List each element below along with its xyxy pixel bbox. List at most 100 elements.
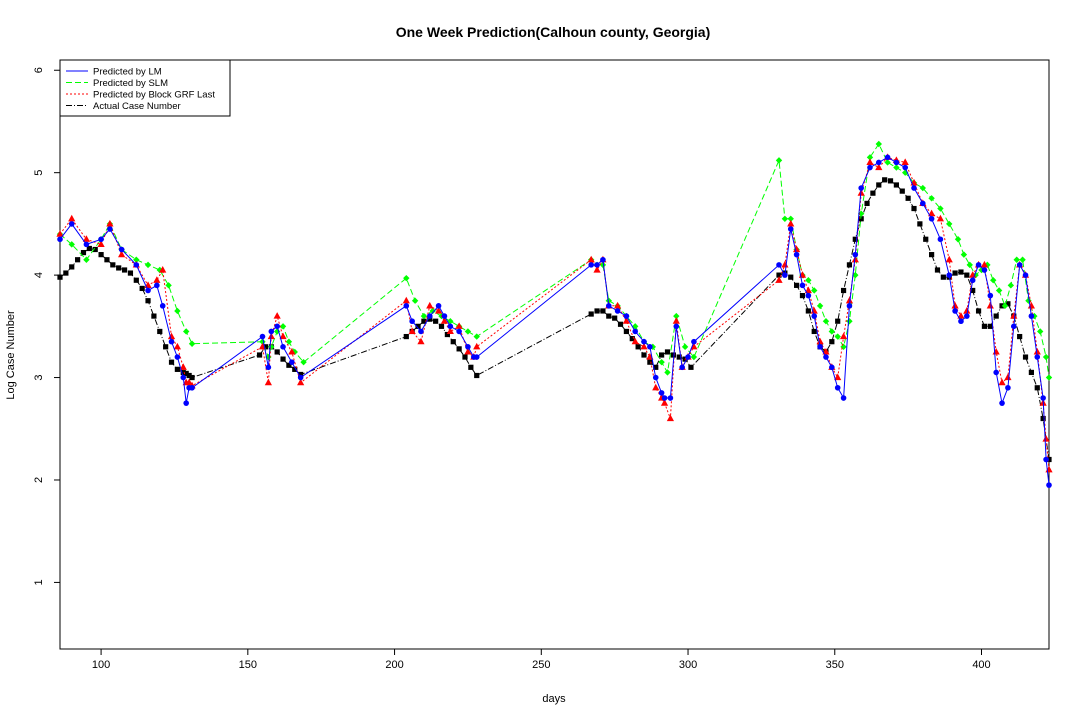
data-point: [259, 333, 266, 340]
data-point: [600, 256, 606, 263]
data-point: [1036, 328, 1044, 335]
data-point: [911, 185, 917, 191]
data-point: [174, 366, 180, 372]
data-point: [279, 323, 287, 330]
data-point: [688, 364, 694, 370]
data-point: [681, 343, 689, 351]
data-point: [434, 306, 443, 314]
data-point: [426, 313, 433, 319]
data-point: [975, 262, 982, 268]
data-point: [946, 272, 953, 278]
data-point: [940, 274, 946, 280]
data-point: [840, 287, 847, 294]
plot-frame: [59, 59, 1050, 650]
data-point: [144, 261, 152, 269]
data-point: [588, 262, 594, 268]
data-point: [418, 328, 424, 335]
data-point: [984, 261, 991, 269]
data-point: [426, 301, 434, 309]
data-point: [799, 282, 806, 289]
data-point: [911, 205, 917, 212]
data-point: [647, 344, 653, 350]
data-point: [593, 265, 601, 273]
data-point: [474, 372, 480, 379]
x-tick-label: 300: [679, 659, 697, 671]
data-point: [958, 318, 964, 325]
data-point: [157, 328, 163, 335]
x-tick-label: 100: [92, 659, 110, 671]
data-point: [63, 270, 69, 276]
data-point: [631, 337, 639, 345]
data-point: [945, 255, 953, 263]
data-point: [980, 260, 989, 268]
data-point: [605, 297, 612, 304]
data-point: [622, 317, 631, 324]
data-point: [262, 344, 269, 350]
data-point: [664, 369, 671, 376]
data-point: [594, 308, 600, 314]
data-point: [256, 352, 263, 358]
data-point: [165, 282, 172, 289]
data-point: [1040, 395, 1046, 401]
data-point: [468, 364, 474, 370]
x-tick-label: 250: [532, 659, 550, 671]
data-point: [297, 374, 304, 381]
data-point: [185, 378, 193, 386]
data-point: [846, 318, 853, 325]
data-point: [1043, 456, 1049, 463]
data-point: [870, 190, 876, 196]
data-point: [811, 287, 818, 294]
data-point: [473, 342, 481, 350]
series-layer: [56, 140, 1053, 488]
data-point: [893, 164, 900, 171]
data-point: [285, 338, 293, 345]
data-point: [839, 332, 848, 340]
data-point: [867, 164, 873, 171]
series-3: [57, 177, 1052, 463]
data-point: [420, 312, 428, 320]
data-point: [658, 358, 665, 366]
data-point: [82, 235, 91, 242]
x-axis-label: days: [542, 693, 566, 705]
data-point: [923, 236, 929, 242]
data-point: [775, 157, 783, 164]
data-point: [999, 400, 1005, 406]
x-tick-label: 350: [826, 659, 844, 671]
data-point: [1028, 369, 1034, 376]
data-point: [57, 274, 63, 280]
data-point: [433, 318, 439, 324]
legend-label: Predicted by SLM: [93, 78, 168, 89]
data-point: [936, 214, 945, 222]
data-point: [846, 303, 853, 309]
data-point: [133, 256, 140, 263]
data-point: [56, 230, 64, 237]
data-point: [937, 236, 944, 243]
data-point: [649, 343, 657, 351]
data-point: [613, 301, 622, 309]
data-point: [183, 370, 189, 377]
data-point: [104, 257, 110, 263]
data-point: [960, 251, 968, 258]
data-point: [456, 346, 462, 352]
data-point: [884, 154, 891, 161]
data-point: [118, 250, 126, 258]
legend-box: [59, 59, 231, 117]
series-2: [56, 153, 1053, 473]
data-point: [969, 277, 976, 284]
data-point: [632, 323, 639, 330]
data-point: [159, 265, 167, 273]
y-tick-label: 3: [33, 374, 45, 380]
data-point: [1046, 482, 1052, 488]
data-point: [403, 274, 410, 282]
data-point: [835, 318, 841, 324]
data-point: [274, 349, 280, 355]
data-point: [858, 185, 864, 191]
data-point: [68, 241, 75, 248]
data-point: [118, 246, 125, 253]
data-point: [851, 255, 859, 263]
data-point: [951, 301, 959, 309]
data-point: [1022, 354, 1029, 360]
data-point: [893, 182, 899, 188]
y-tick-label: 1: [33, 579, 45, 585]
data-point: [805, 292, 812, 299]
